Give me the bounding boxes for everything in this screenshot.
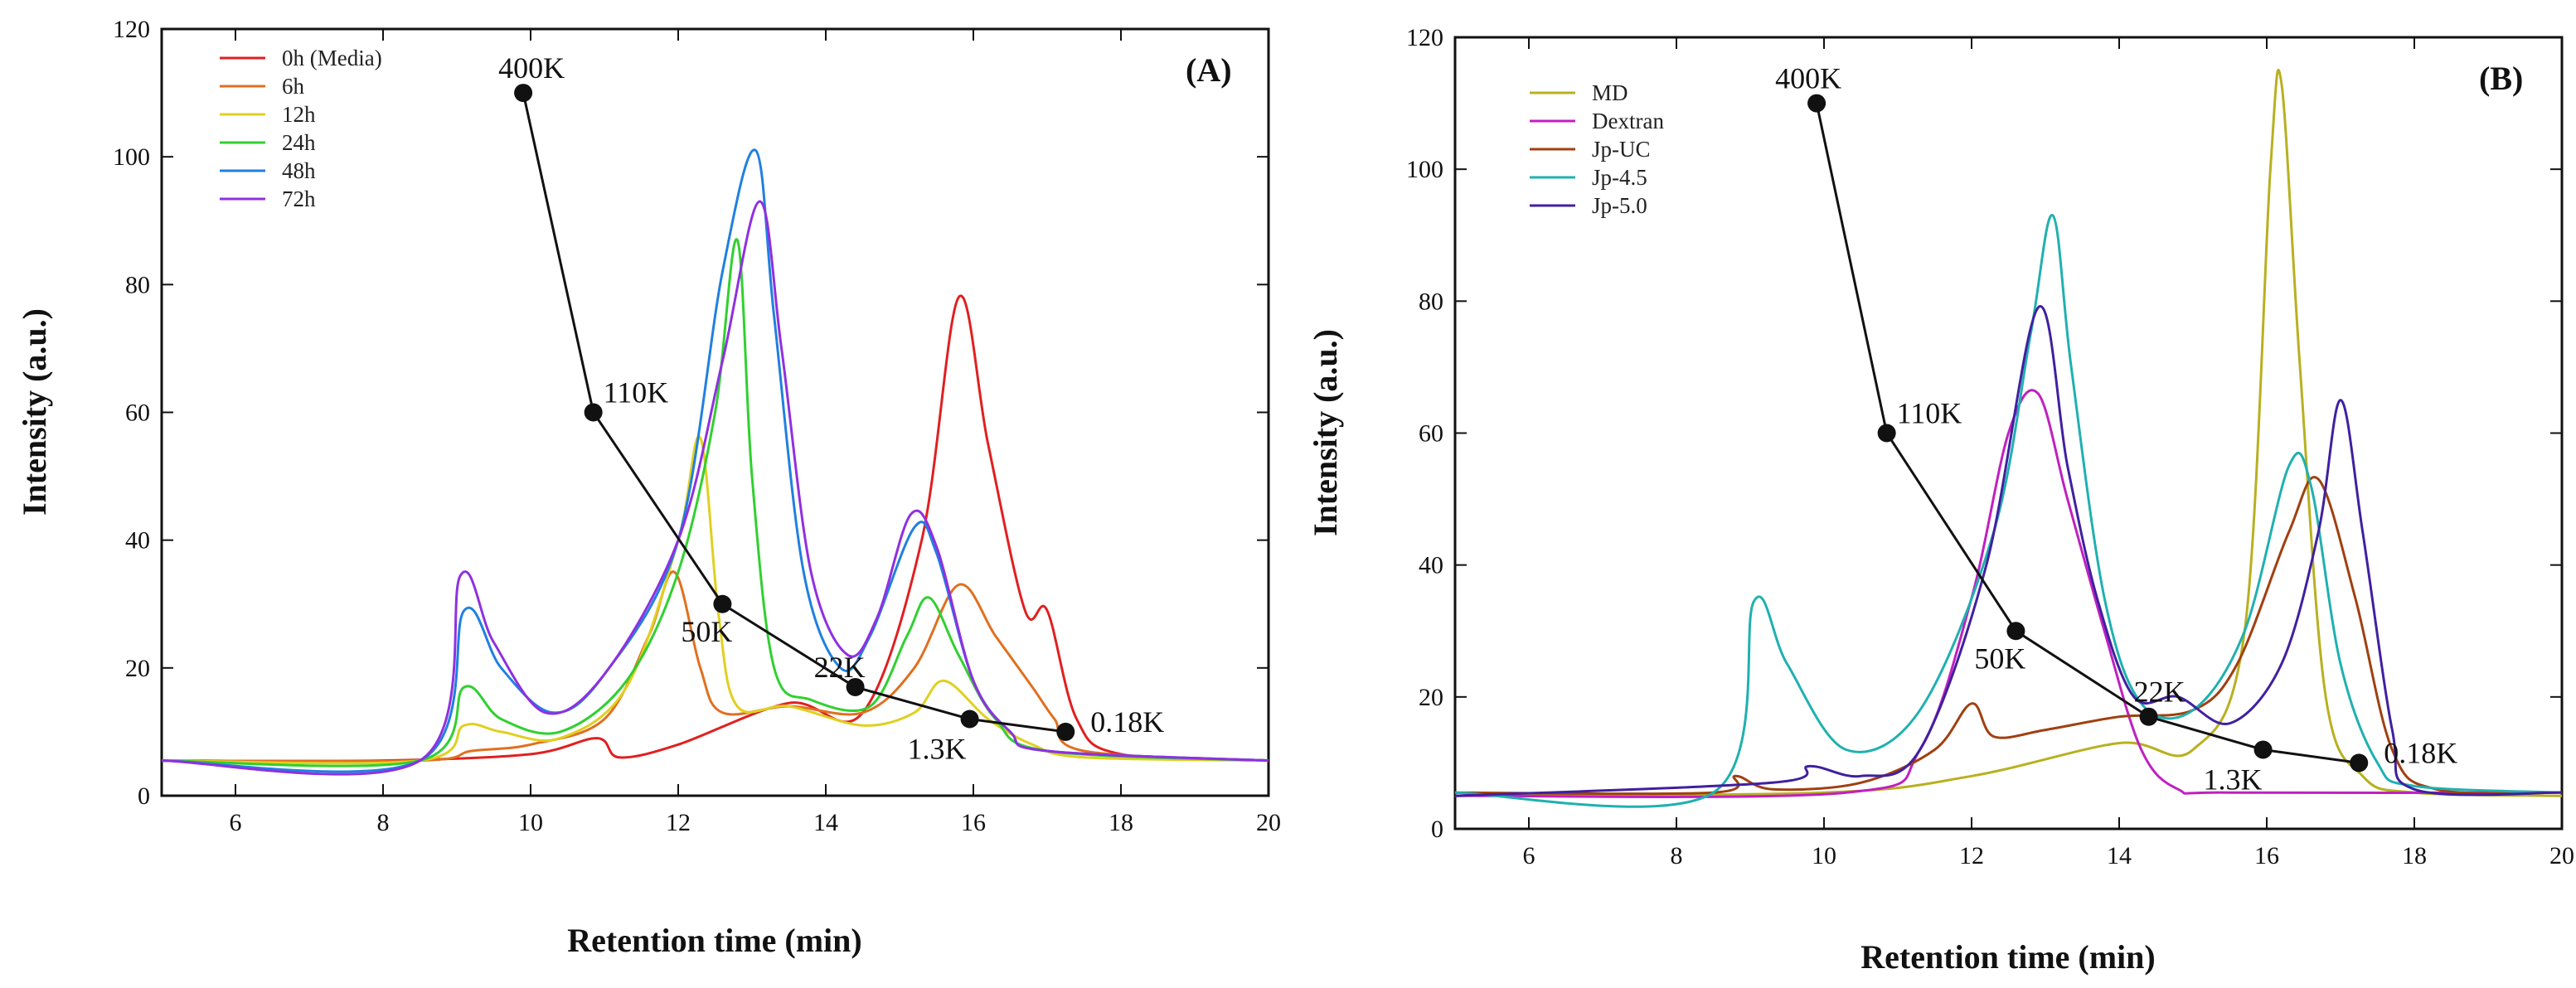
series-line	[1454, 214, 2563, 808]
x-tick-label: 8	[377, 809, 390, 836]
calibration-standards: 400K 110K 50K 22K 1.3K 0.18K	[1775, 62, 2457, 797]
standard-label: 1.3K	[908, 733, 967, 766]
x-tick-label: 8	[1671, 842, 1683, 869]
x-tick-label: 12	[666, 809, 691, 836]
x-tick-label: 20	[2549, 842, 2574, 869]
series-line	[161, 435, 1269, 765]
standard-label: 50K	[1974, 642, 2025, 675]
standards-line	[1815, 103, 2360, 764]
y-tick-label: 40	[125, 527, 150, 555]
y-tick-label: 60	[125, 400, 150, 427]
x-tick-label: 18	[2402, 842, 2427, 869]
standard-point	[2350, 753, 2369, 772]
y-tick-label: 0	[138, 782, 150, 810]
series-lines	[1454, 69, 2563, 808]
x-tick-label: 12	[1959, 842, 1984, 869]
standard-label: 110K	[604, 376, 669, 409]
calibration-standards: 400K 110K 50K 22K 1.3K 0.18K	[498, 51, 1164, 765]
series-line	[1454, 476, 2563, 796]
standard-point	[514, 84, 533, 103]
axis-ticks: 6 8 10 12 14 16 18 20 0 20 40 60 80 100 120	[113, 16, 1281, 836]
legend-label: Jp-4.5	[1592, 165, 1647, 190]
x-tick-label: 20	[1256, 809, 1281, 836]
standard-point	[2139, 707, 2158, 726]
y-axis-title: Intensity (a.u.)	[16, 308, 53, 516]
y-tick-label: 0	[1431, 816, 1443, 843]
series-lines	[161, 148, 1269, 776]
standard-label: 400K	[1775, 62, 1841, 95]
y-tick-label: 80	[125, 271, 150, 298]
legend-label: Jp-5.0	[1592, 193, 1647, 218]
series-line	[161, 200, 1269, 776]
legend-label: MD	[1592, 80, 1628, 105]
y-tick-label: 100	[1406, 156, 1443, 183]
legend-label: 48h	[282, 158, 316, 183]
standard-point	[960, 710, 979, 729]
standard-point	[1056, 722, 1075, 741]
y-tick-label: 20	[125, 655, 150, 682]
standard-label: 0.18K	[1090, 705, 1164, 739]
legend-label: 0h (Media)	[282, 46, 382, 70]
standard-label: 0.18K	[2384, 736, 2457, 769]
panel-label: (A)	[1186, 51, 1232, 89]
x-tick-label: 10	[518, 809, 543, 836]
legend: 0h (Media) 6h 12h 24h 48h 72h	[220, 46, 382, 211]
standard-label: 400K	[498, 51, 565, 85]
standard-point	[1807, 94, 1826, 113]
standard-label: 50K	[681, 615, 732, 648]
axis-ticks: 6 8 10 12 14 16 18 20 0 20 40 60 80 100 120	[1406, 24, 2574, 869]
legend-label: Dextran	[1592, 109, 1664, 133]
y-tick-label: 80	[1419, 288, 1443, 315]
series-line	[161, 238, 1269, 768]
standard-label: 22K	[2134, 676, 2185, 709]
series-line	[161, 570, 1269, 763]
x-tick-label: 10	[1812, 842, 1836, 869]
x-tick-label: 6	[230, 809, 242, 836]
legend-label: 24h	[282, 130, 316, 155]
legend-label: 6h	[282, 74, 305, 99]
standard-point	[2006, 622, 2025, 641]
series-line	[161, 148, 1269, 773]
y-tick-label: 60	[1419, 420, 1443, 448]
legend-label: Jp-UC	[1592, 137, 1651, 162]
x-tick-label: 16	[2254, 842, 2279, 869]
series-line	[1454, 69, 2563, 797]
standard-point	[584, 403, 603, 422]
standards-line	[522, 92, 1066, 734]
y-tick-label: 20	[1419, 684, 1443, 711]
y-axis-title: Intensity (a.u.)	[1307, 329, 1344, 536]
standard-point	[846, 677, 865, 696]
x-tick-label: 6	[1523, 842, 1535, 869]
series-line	[1454, 305, 2563, 797]
y-tick-label: 120	[1406, 24, 1443, 51]
standard-point	[2253, 740, 2273, 759]
standard-label: 22K	[814, 651, 866, 684]
series-line	[1454, 389, 2563, 798]
y-tick-label: 100	[113, 143, 150, 171]
x-tick-label: 14	[2107, 842, 2132, 869]
x-tick-label: 14	[813, 809, 838, 836]
standard-label: 1.3K	[2204, 763, 2263, 797]
standard-point	[1877, 424, 1896, 443]
x-axis-title: Retention time (min)	[567, 922, 861, 959]
y-tick-label: 120	[113, 16, 150, 43]
legend-label: 72h	[282, 186, 316, 211]
x-tick-label: 18	[1109, 809, 1133, 836]
standard-label: 110K	[1897, 397, 1962, 430]
panel-b: 6 8 10 12 14 16 18 20 0 20 40 60 80 100 120 400K 110K 50…	[1307, 24, 2574, 976]
x-tick-label: 16	[961, 809, 986, 836]
panel-a: 6 8 10 12 14 16 18 20 0 20 40 60 80 100 120 400K 110K 50…	[16, 16, 1281, 959]
legend-label: 12h	[282, 102, 316, 127]
x-axis-title: Retention time (min)	[1860, 938, 2155, 976]
y-tick-label: 40	[1419, 552, 1443, 579]
panel-label: (B)	[2479, 60, 2523, 97]
series-line	[161, 294, 1269, 763]
standard-point	[713, 594, 732, 613]
legend: MD Dextran Jp-UC Jp-4.5 Jp-5.0	[1530, 80, 1664, 218]
